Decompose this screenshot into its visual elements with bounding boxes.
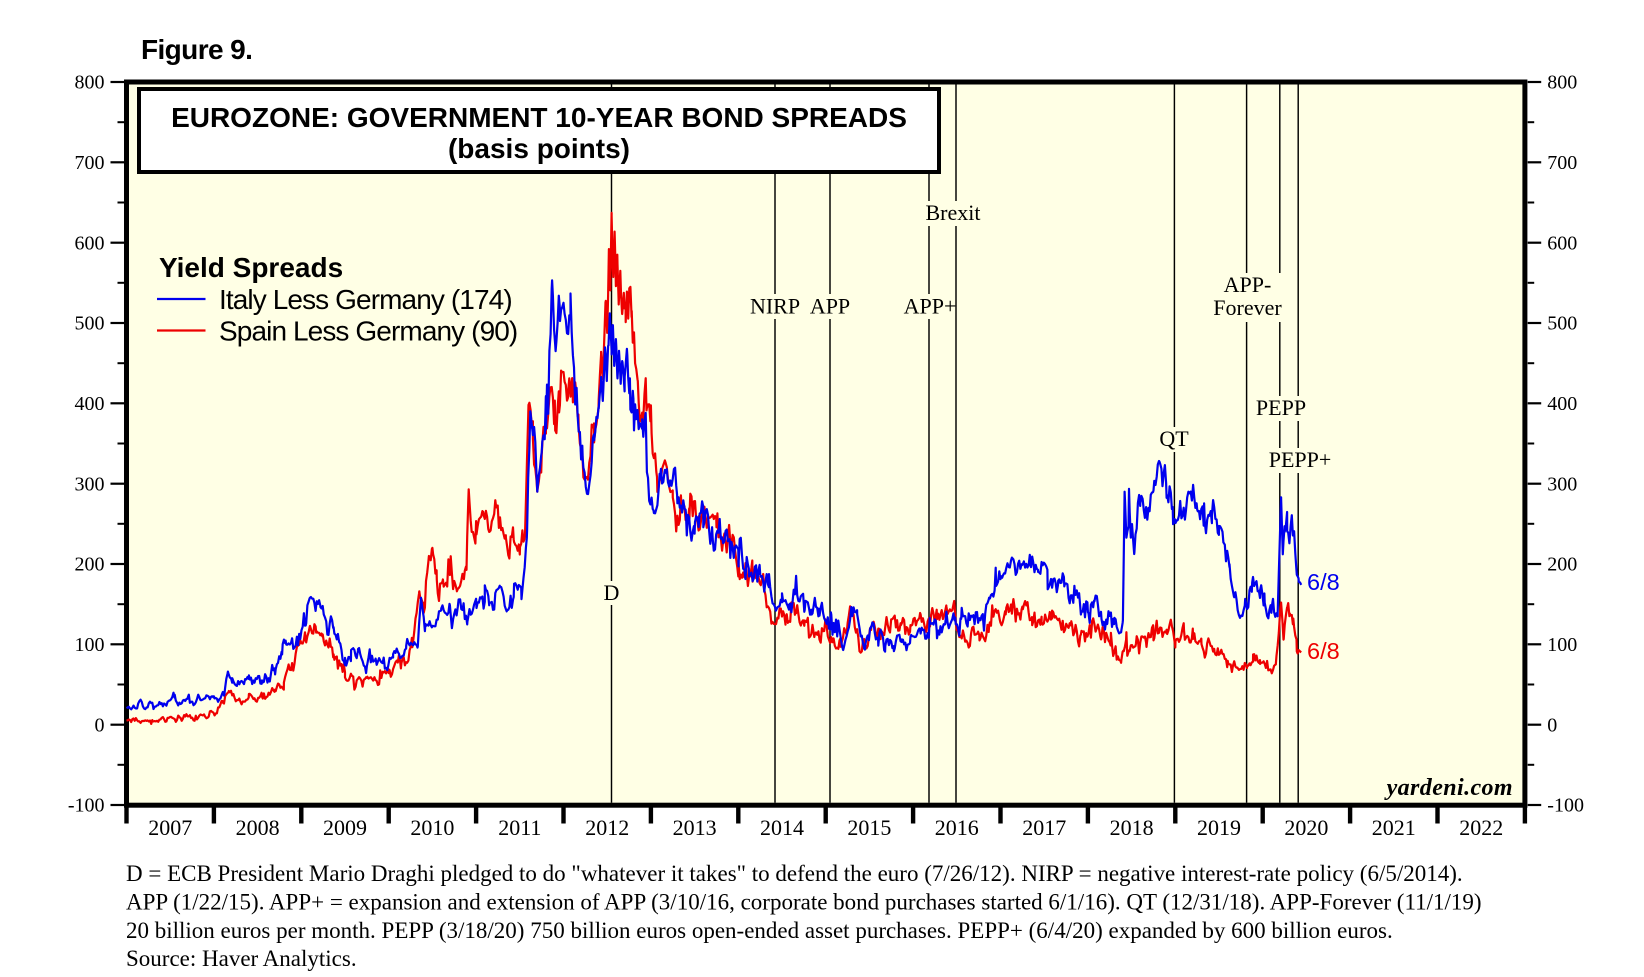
svg-text:2011: 2011 [498,815,541,840]
svg-text:EUROZONE: GOVERNMENT 10-YEAR B: EUROZONE: GOVERNMENT 10-YEAR BOND SPREAD… [171,102,907,133]
svg-text:6/8: 6/8 [1307,569,1340,595]
svg-text:NIRP: NIRP [750,294,800,319]
svg-text:500: 500 [75,313,105,335]
svg-text:200: 200 [75,554,105,576]
svg-text:2008: 2008 [236,815,280,840]
svg-text:2017: 2017 [1022,815,1066,840]
svg-text:400: 400 [75,393,105,415]
svg-text:6/8: 6/8 [1307,638,1340,664]
svg-text:2012: 2012 [585,815,629,840]
svg-text:2009: 2009 [323,815,367,840]
svg-text:Spain Less Germany (90): Spain Less Germany (90) [219,316,517,347]
svg-text:600: 600 [1547,232,1577,254]
svg-text:700: 700 [1547,152,1577,174]
svg-text:2015: 2015 [847,815,891,840]
svg-text:2018: 2018 [1110,815,1154,840]
svg-text:600: 600 [75,232,105,254]
svg-text:100: 100 [75,634,105,656]
svg-text:300: 300 [75,473,105,495]
svg-text:D = ECB President Mario Draghi: D = ECB President Mario Draghi pledged t… [126,861,1463,886]
svg-text:APP (1/22/15). APP+ = expansio: APP (1/22/15). APP+ = expansion and exte… [126,890,1482,915]
svg-text:700: 700 [75,152,105,174]
svg-text:200: 200 [1547,554,1577,576]
svg-text:PEPP+: PEPP+ [1269,447,1332,472]
svg-text:(basis points): (basis points) [448,133,630,164]
svg-text:Forever: Forever [1213,295,1282,320]
svg-text:Figure 9.: Figure 9. [141,34,252,65]
svg-text:2013: 2013 [673,815,717,840]
svg-text:APP: APP [810,294,850,319]
svg-text:300: 300 [1547,473,1577,495]
svg-text:0: 0 [95,714,105,736]
svg-text:D: D [604,580,620,605]
svg-text:PEPP: PEPP [1256,395,1306,420]
svg-text:800: 800 [1547,72,1577,94]
svg-text:yardeni.com: yardeni.com [1384,775,1513,801]
svg-text:Yield Spreads: Yield Spreads [159,252,343,283]
svg-text:2021: 2021 [1372,815,1416,840]
svg-text:2016: 2016 [935,815,979,840]
svg-text:800: 800 [75,72,105,94]
svg-text:APP+: APP+ [904,294,957,319]
svg-text:100: 100 [1547,634,1577,656]
svg-text:500: 500 [1547,313,1577,335]
svg-text:0: 0 [1547,714,1557,736]
svg-text:Brexit: Brexit [926,200,981,225]
svg-text:2010: 2010 [410,815,454,840]
svg-text:2020: 2020 [1284,815,1328,840]
svg-text:APP-: APP- [1224,272,1272,297]
svg-text:2014: 2014 [760,815,804,840]
svg-text:-100: -100 [68,795,105,817]
svg-text:2022: 2022 [1459,815,1503,840]
svg-text:Italy Less Germany (174): Italy Less Germany (174) [219,284,512,315]
svg-text:-100: -100 [1547,795,1584,817]
svg-text:400: 400 [1547,393,1577,415]
svg-text:Source: Haver Analytics.: Source: Haver Analytics. [126,946,357,971]
svg-text:2019: 2019 [1197,815,1241,840]
svg-text:20 billion euros per month. PE: 20 billion euros per month. PEPP (3/18/2… [126,918,1393,943]
svg-text:2007: 2007 [148,815,192,840]
svg-text:QT: QT [1159,426,1189,451]
